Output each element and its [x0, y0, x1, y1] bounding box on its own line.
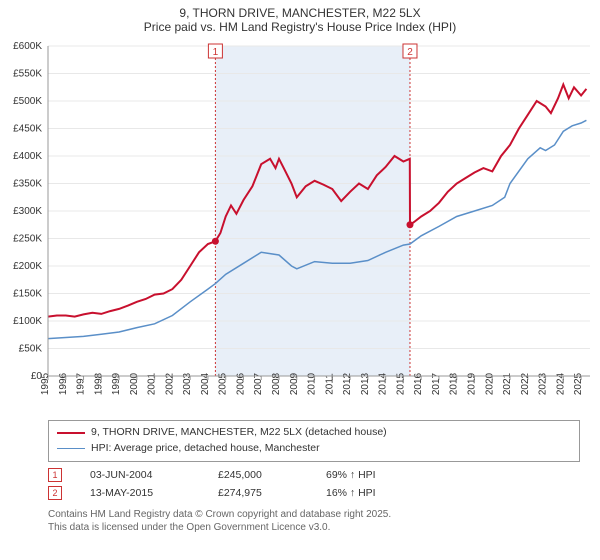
marker-table: 1 03-JUN-2004 £245,000 69% ↑ HPI 2 13-MAY-201… — [48, 466, 580, 502]
legend-label: HPI: Average price, detached house, Manc… — [91, 441, 320, 457]
marker-label-2: 2 — [407, 47, 413, 58]
y-tick: £450K — [13, 124, 42, 135]
y-tick: £150K — [13, 289, 42, 300]
y-tick: £350K — [13, 179, 42, 190]
marker-delta: 16% ↑ HPI — [326, 487, 376, 499]
y-tick: £100K — [13, 316, 42, 327]
chart-svg: £0£50K£100K£150K£200K£250K£300K£350K£400… — [0, 36, 600, 416]
footer: Contains HM Land Registry data © Crown c… — [48, 508, 580, 534]
legend-row-0: 9, THORN DRIVE, MANCHESTER, M22 5LX (det… — [57, 425, 571, 441]
legend-swatch — [57, 448, 85, 449]
marker-label-1: 1 — [213, 47, 219, 58]
footer-line1: Contains HM Land Registry data © Crown c… — [48, 508, 580, 521]
y-tick: £400K — [13, 151, 42, 162]
legend-swatch — [57, 432, 85, 434]
marker-table-row-2: 2 13-MAY-2015 £274,975 16% ↑ HPI — [48, 484, 580, 502]
title-line2: Price paid vs. HM Land Registry's House … — [0, 20, 600, 34]
y-tick: £200K — [13, 261, 42, 272]
marker-date: 03-JUN-2004 — [90, 469, 190, 481]
chart-title-block: 9, THORN DRIVE, MANCHESTER, M22 5LX Pric… — [0, 0, 600, 36]
y-tick: £600K — [13, 41, 42, 52]
sale-point-0 — [212, 238, 219, 245]
marker-mini-box: 1 — [48, 468, 62, 482]
footer-line2: This data is licensed under the Open Gov… — [48, 521, 580, 534]
legend-row-1: HPI: Average price, detached house, Manc… — [57, 441, 571, 457]
legend-label: 9, THORN DRIVE, MANCHESTER, M22 5LX (det… — [91, 425, 387, 441]
marker-price: £274,975 — [218, 487, 298, 499]
y-tick: £300K — [13, 206, 42, 217]
sale-point-1 — [406, 221, 413, 228]
y-tick: £50K — [19, 344, 43, 355]
marker-date: 13-MAY-2015 — [90, 487, 190, 499]
marker-delta: 69% ↑ HPI — [326, 469, 376, 481]
chart-area: £0£50K£100K£150K£200K£250K£300K£350K£400… — [0, 36, 600, 416]
title-line1: 9, THORN DRIVE, MANCHESTER, M22 5LX — [0, 6, 600, 20]
y-tick: £500K — [13, 96, 42, 107]
marker-table-row-1: 1 03-JUN-2004 £245,000 69% ↑ HPI — [48, 466, 580, 484]
legend: 9, THORN DRIVE, MANCHESTER, M22 5LX (det… — [48, 420, 580, 462]
y-tick: £250K — [13, 234, 42, 245]
marker-price: £245,000 — [218, 469, 298, 481]
y-tick: £550K — [13, 69, 42, 80]
marker-mini-box: 2 — [48, 486, 62, 500]
